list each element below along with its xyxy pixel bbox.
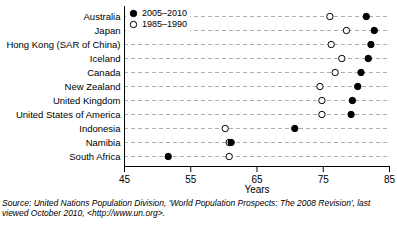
svg-text:45: 45 bbox=[119, 174, 131, 185]
svg-text:South Africa: South Africa bbox=[69, 151, 121, 162]
svg-text:65: 65 bbox=[251, 173, 263, 185]
svg-text:85: 85 bbox=[384, 174, 396, 185]
svg-text:Indonesia: Indonesia bbox=[79, 123, 121, 134]
svg-text:Canada: Canada bbox=[87, 67, 121, 78]
svg-text:55: 55 bbox=[185, 174, 197, 185]
svg-text:Hong Kong (SAR of China): Hong Kong (SAR of China) bbox=[6, 39, 120, 50]
svg-text:Namibia: Namibia bbox=[86, 137, 122, 148]
html-text:1985–1990: 1985–1990 bbox=[142, 19, 188, 29]
svg-text:New Zealand: New Zealand bbox=[65, 81, 121, 92]
svg-text:Iceland: Iceland bbox=[90, 53, 121, 64]
html-text:Source: United Nations Populat: Source: United Nations Population Divisi… bbox=[2, 198, 371, 218]
svg-text:United States of America: United States of America bbox=[16, 109, 121, 120]
svg-text:Japan: Japan bbox=[95, 25, 121, 36]
svg-text:Years: Years bbox=[244, 184, 269, 195]
svg-text:Australia: Australia bbox=[84, 11, 122, 22]
svg-text:United Kingdom: United Kingdom bbox=[53, 95, 121, 106]
svg-text:75: 75 bbox=[318, 174, 330, 185]
html-text:2005–2010: 2005–2010 bbox=[142, 8, 188, 18]
